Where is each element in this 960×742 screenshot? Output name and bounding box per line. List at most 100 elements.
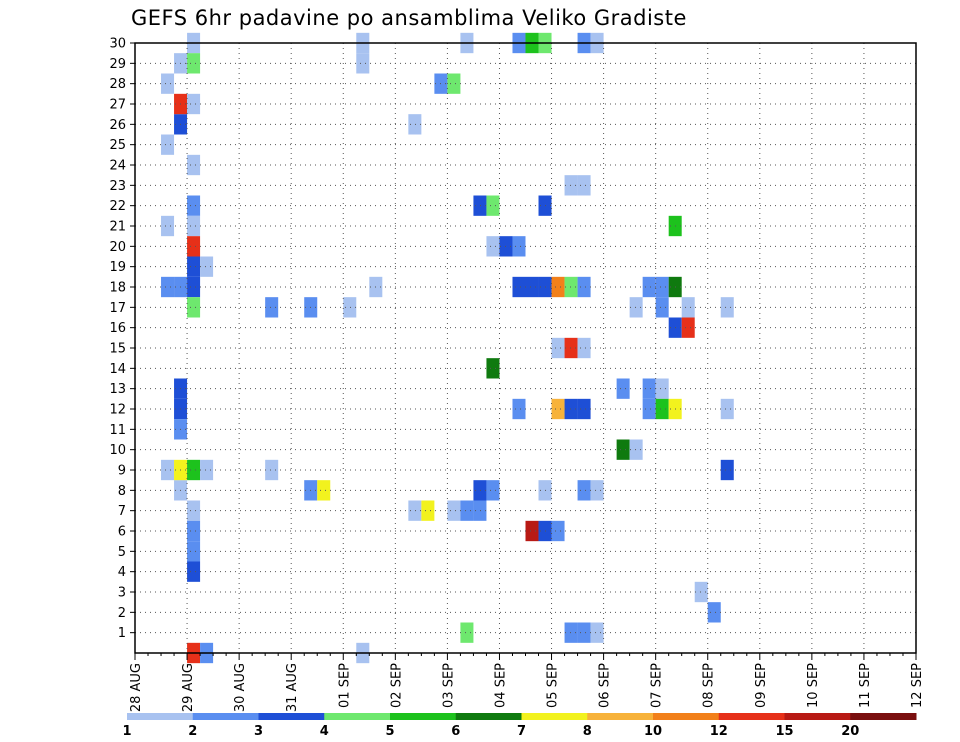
precip-cell xyxy=(681,317,695,338)
precip-cell xyxy=(629,297,643,318)
precip-cell xyxy=(187,215,201,237)
y-tick-label: 7 xyxy=(118,504,126,519)
precip-cell xyxy=(655,398,669,420)
x-tick-label: 28 AUG xyxy=(129,663,144,712)
precip-cell xyxy=(447,500,461,521)
precip-cell xyxy=(551,398,565,420)
precip-cell xyxy=(642,276,656,298)
precip-cell xyxy=(564,175,578,196)
y-tick-label: 30 xyxy=(109,37,126,52)
x-tick-label: 01 SEP xyxy=(337,663,352,708)
precip-cell xyxy=(642,398,656,420)
precip-cell xyxy=(720,398,734,420)
precip-cell xyxy=(577,622,591,643)
precip-cell xyxy=(460,622,474,643)
precip-cell xyxy=(187,297,201,318)
y-tick-label: 2 xyxy=(118,606,126,621)
colorbar-label: 1 xyxy=(122,724,131,739)
x-tick-label: 03 SEP xyxy=(441,663,456,708)
precip-cell xyxy=(200,459,214,481)
precip-cell xyxy=(590,480,604,501)
colorbar-label: 12 xyxy=(710,724,728,739)
y-tick-label: 9 xyxy=(118,464,126,479)
precip-cell xyxy=(577,337,591,359)
precip-cell xyxy=(486,236,500,257)
colorbar-label: 7 xyxy=(517,724,526,739)
precip-cell xyxy=(187,459,201,481)
precip-cell xyxy=(187,561,201,582)
precip-cell xyxy=(629,439,643,460)
precip-cell xyxy=(187,276,201,298)
colorbar-label: 4 xyxy=(320,724,329,739)
y-tick-label: 29 xyxy=(109,57,126,72)
y-tick-label: 13 xyxy=(109,382,126,397)
precip-cell xyxy=(408,114,422,135)
colorbar-label: 3 xyxy=(254,724,263,739)
precip-cell xyxy=(343,297,357,318)
chart-title: GEFS 6hr padavine po ansamblima Veliko G… xyxy=(131,6,687,30)
precip-cell xyxy=(720,297,734,318)
precip-cell xyxy=(642,378,656,399)
y-tick-label: 6 xyxy=(118,525,126,540)
colorbar-swatch xyxy=(521,713,588,720)
precip-cell xyxy=(161,215,175,237)
precip-cell xyxy=(187,500,201,521)
precip-cell xyxy=(161,73,175,94)
y-tick-label: 12 xyxy=(109,403,126,418)
precip-cell xyxy=(200,256,214,277)
precip-cell xyxy=(512,276,526,298)
y-tick-label: 19 xyxy=(109,260,126,275)
colorbar-swatch xyxy=(850,713,917,720)
colorbar-swatch xyxy=(718,713,785,720)
precip-cell xyxy=(564,276,578,298)
colorbar-swatch xyxy=(784,713,851,720)
precip-cell xyxy=(551,337,565,359)
colorbar-swatch xyxy=(390,713,457,720)
y-tick-label: 24 xyxy=(109,159,126,174)
y-tick-label: 28 xyxy=(109,77,126,92)
y-tick-label: 20 xyxy=(109,240,126,255)
colorbar-swatch xyxy=(455,713,522,720)
precip-cell xyxy=(655,378,669,399)
precip-cell xyxy=(265,297,279,318)
y-tick-label: 26 xyxy=(109,118,126,133)
precip-cell xyxy=(161,459,175,481)
y-tick-label: 23 xyxy=(109,179,126,194)
y-tick-label: 14 xyxy=(109,362,126,377)
y-tick-label: 15 xyxy=(109,342,126,357)
y-tick-label: 21 xyxy=(109,220,126,235)
colorbar-swatch xyxy=(258,713,325,720)
precip-cell xyxy=(486,358,500,379)
precip-cell xyxy=(161,276,175,298)
y-tick-label: 8 xyxy=(118,484,126,499)
y-tick-label: 5 xyxy=(118,545,126,560)
precip-cell xyxy=(408,500,422,521)
precip-cell xyxy=(616,378,630,399)
x-tick-label: 10 SEP xyxy=(806,663,821,708)
precip-cell xyxy=(564,337,578,359)
colorbar-label: 8 xyxy=(583,724,592,739)
precip-cell xyxy=(525,276,539,298)
precip-cell xyxy=(551,276,565,298)
precip-cell xyxy=(655,276,669,298)
colorbar-swatch xyxy=(653,713,720,720)
precip-cell xyxy=(486,480,500,501)
precip-cell xyxy=(720,459,734,481)
precip-cell xyxy=(486,195,500,216)
precip-cell xyxy=(187,195,201,216)
precip-cell xyxy=(460,500,474,521)
colorbar-label: 10 xyxy=(644,724,662,739)
y-tick-label: 16 xyxy=(109,321,126,336)
colorbar-label: 15 xyxy=(775,724,793,739)
precip-cell xyxy=(187,53,201,74)
precip-cell xyxy=(356,53,370,74)
precip-cell xyxy=(616,439,630,460)
precip-cell xyxy=(512,398,526,420)
y-tick-label: 25 xyxy=(109,138,126,153)
x-tick-label: 29 AUG xyxy=(181,663,196,712)
precip-cell xyxy=(590,622,604,643)
precip-cell xyxy=(473,195,487,216)
precip-cell xyxy=(681,297,695,318)
precip-cell xyxy=(421,500,435,521)
colorbar-label: 20 xyxy=(841,724,859,739)
